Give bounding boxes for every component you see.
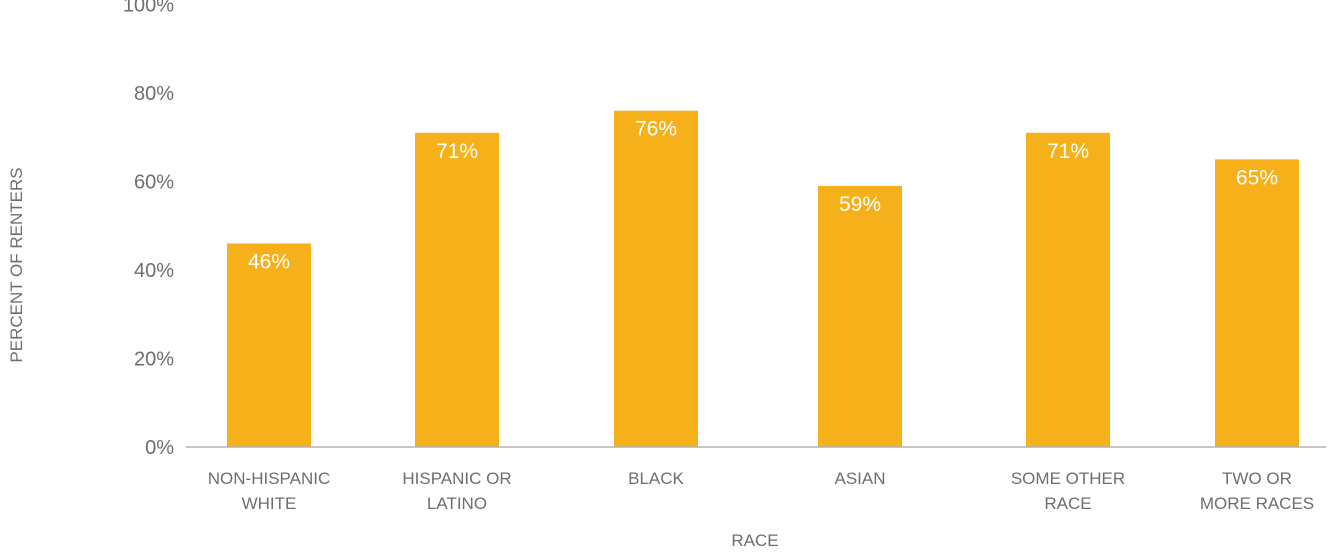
y-tick-label: 40%	[134, 260, 174, 282]
bar-data-label: 46%	[248, 250, 290, 273]
y-tick-label: 60%	[134, 172, 174, 194]
bar-data-label: 65%	[1236, 166, 1278, 189]
bar	[1215, 159, 1299, 447]
bar	[818, 185, 902, 448]
bar-data-label: 71%	[1047, 140, 1089, 163]
bar-data-label: 76%	[635, 118, 677, 141]
x-category-label: TWO OR MORE RACES	[1200, 469, 1314, 513]
y-axis-ticks: 0% 20% 40% 60% 80% 100%	[123, 0, 174, 459]
x-category-label: HISPANIC OR LATINO	[402, 469, 511, 513]
bar	[415, 132, 499, 447]
data-labels-group: 46% 71% 76% 59% 71% 65%	[248, 118, 1278, 274]
y-tick-label: 20%	[134, 349, 174, 371]
x-category-label: BLACK	[628, 469, 684, 488]
y-axis-title: PERCENT OF RENTERS	[7, 167, 26, 362]
bars-group	[227, 110, 1299, 448]
x-category-label: ASIAN	[834, 469, 885, 488]
bar-data-label: 71%	[436, 140, 478, 163]
x-axis-category-labels: NON-HISPANIC WHITE HISPANIC OR LATINO BLACK A…	[208, 469, 1314, 513]
y-tick-label: 100%	[123, 0, 174, 17]
y-tick-label: 0%	[145, 437, 174, 459]
bar	[1026, 132, 1110, 447]
bar-data-label: 59%	[839, 193, 881, 216]
x-axis-title: RACE	[731, 531, 778, 550]
bar	[227, 243, 311, 447]
bar	[614, 110, 698, 447]
x-category-label: SOME OTHER RACE	[1011, 469, 1125, 513]
x-category-label: NON-HISPANIC WHITE	[208, 469, 330, 513]
y-tick-label: 80%	[134, 83, 174, 105]
